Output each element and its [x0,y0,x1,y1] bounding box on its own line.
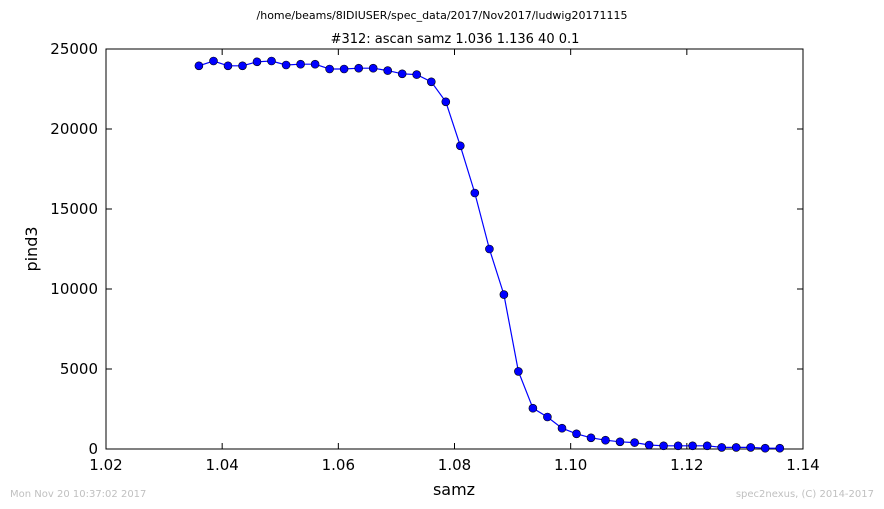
data-point [557,423,567,433]
y-tick-label: 15000 [50,200,98,218]
data-point [760,443,770,453]
data-point [746,443,756,452]
data-point [514,367,523,376]
data-point [615,437,625,447]
chart-suptitle: /home/beams/8IDIUSER/spec_data/2017/Nov2… [257,9,628,22]
y-tick-label: 20000 [50,120,98,138]
x-tick-label: 1.10 [554,456,587,474]
data-point [470,188,480,198]
data-point [397,69,407,79]
data-point [775,443,785,453]
data-point [717,443,727,452]
x-tick-label: 1.14 [786,456,819,474]
data-point [659,441,668,451]
data-point [223,61,233,71]
data-point [688,441,697,451]
data-point [644,440,654,450]
data-point [252,57,262,67]
data-point [630,438,639,447]
data-point [586,433,596,443]
data-point [296,59,305,69]
footer-credit: spec2nexus, (C) 2014-2017 [735,489,874,500]
footer-timestamp: Mon Nov 20 10:37:02 2017 [10,489,147,500]
data-point [339,64,349,74]
series-layer [194,56,785,453]
chart-title: #312: ascan samz 1.036 1.136 40 0.1 [331,32,580,47]
x-tick-label: 1.02 [89,456,122,474]
y-axis-label: pind3 [22,226,41,271]
data-point [310,59,320,69]
data-point [601,435,610,445]
data-point [528,403,538,413]
data-point [368,63,378,73]
x-tick-label: 1.12 [670,456,703,474]
data-point [281,60,291,70]
axis-ticks: 1.02 1.04 1.06 1.08 1.10 1.12 1.14 0 5000 10000 15… [50,40,819,474]
data-point [238,61,247,71]
data-point [267,56,276,66]
data-point [383,66,393,75]
data-point [702,441,712,451]
data-point [572,429,581,439]
data-point [499,290,509,299]
y-tick-label: 10000 [50,280,98,298]
data-point [194,61,204,71]
data-point [543,412,552,422]
data-point [441,97,451,107]
data-point [673,441,683,451]
plot-area [105,48,804,450]
data-point [209,56,218,66]
x-tick-label: 1.08 [438,456,471,474]
y-tick-label: 0 [88,440,98,458]
y-tick-label: 5000 [60,360,98,378]
data-point [426,77,436,87]
data-point [485,244,494,254]
data-point [455,141,465,151]
y-tick-label: 25000 [50,40,98,58]
data-point [325,64,334,74]
data-point [354,63,364,73]
data-point [731,443,741,452]
x-tick-label: 1.04 [205,456,238,474]
data-point [412,70,422,79]
x-tick-label: 1.06 [322,456,355,474]
x-axis-label: samz [433,480,475,499]
